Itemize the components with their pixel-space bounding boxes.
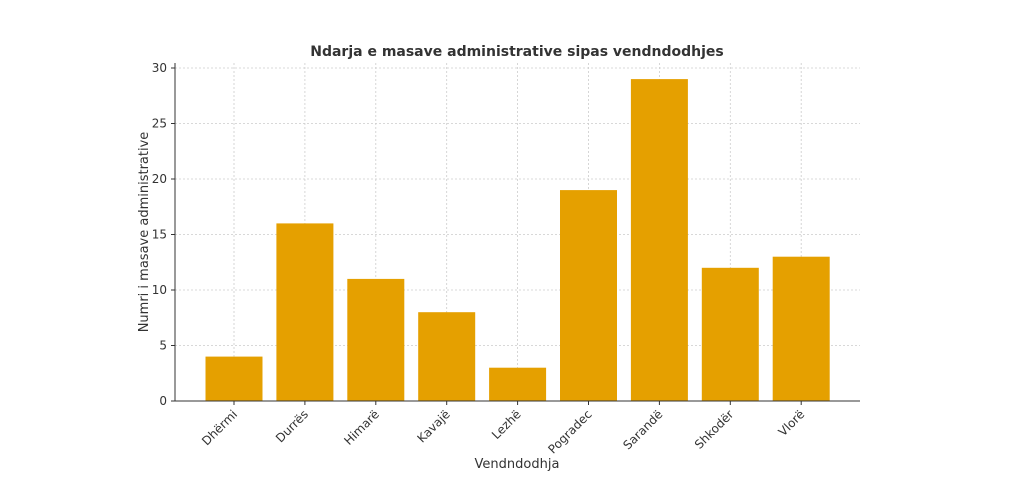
y-ticks: 0 5 10 15 20 25 30 — [152, 61, 175, 408]
x-tick-label: Dhërmi — [199, 407, 240, 448]
x-tick-label: Lezhë — [489, 407, 524, 442]
x-tick-label: Kavajë — [415, 407, 453, 445]
bar-Dhërmi — [205, 356, 263, 401]
y-tick-label: 10 — [152, 283, 167, 297]
y-tick-label: 25 — [152, 117, 167, 131]
x-tick-label: Durrës — [273, 407, 311, 445]
x-axis-label: Vendndodhja — [475, 457, 560, 472]
bar-Sarandë — [630, 79, 688, 401]
x-tick-label: Vlorë — [776, 407, 808, 439]
bar-Kavajë — [418, 312, 476, 401]
y-tick-label: 30 — [152, 61, 167, 75]
bar-Himarë — [347, 278, 405, 401]
bars — [205, 79, 830, 401]
bar-Lezhë — [489, 367, 547, 401]
bar-Pogradec — [560, 190, 617, 401]
y-tick-label: 0 — [159, 394, 167, 408]
x-tick-label: Sarandë — [620, 407, 665, 452]
y-tick-label: 15 — [152, 228, 167, 242]
bar-Vlorë — [772, 256, 830, 401]
bar-Durrës — [276, 223, 334, 401]
y-axis-label: Numri i masave administrative — [137, 132, 152, 333]
x-tick-label: Himarë — [341, 407, 382, 448]
y-tick-label: 5 — [159, 339, 167, 353]
bar-Shkodër — [701, 267, 759, 401]
x-tick-label: Shkodër — [692, 407, 737, 452]
x-tick-label: Pogradec — [545, 407, 594, 456]
chart-title: Ndarja e masave administrative sipas ven… — [310, 44, 724, 60]
x-ticks: Dhërmi Durrës Himarë Kavajë Lezhë Pogradec Sar… — [199, 401, 807, 456]
y-tick-label: 20 — [152, 172, 167, 186]
